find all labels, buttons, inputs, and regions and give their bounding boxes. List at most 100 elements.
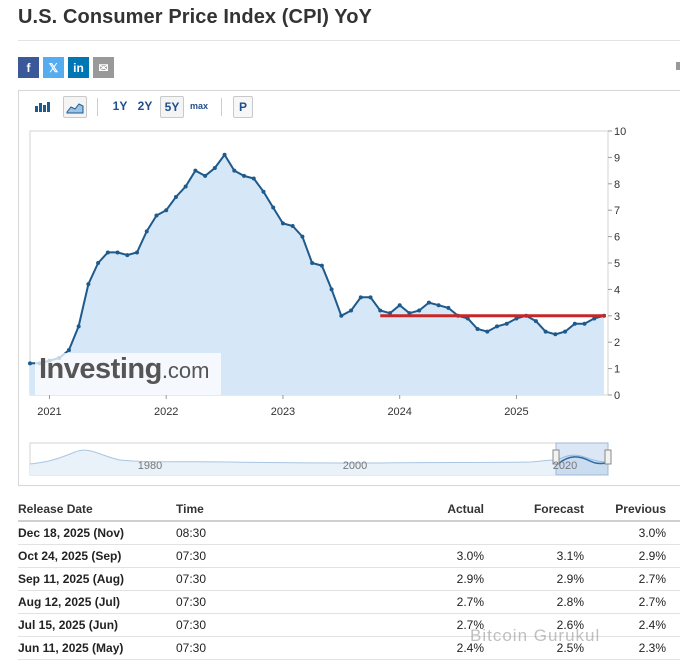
y-tick-label: 3 [614,311,620,323]
range-max-button[interactable]: max [189,101,208,111]
data-point [358,295,363,300]
data-point [28,361,32,366]
y-tick-label: 2 [614,337,620,349]
actual-cell: 2.7% [268,613,488,637]
data-point [543,329,548,334]
forecast-cell: 2.8% [488,590,588,614]
time-cell: 07:30 [176,567,268,591]
col-previous[interactable]: Previous [588,498,680,522]
time-cell: 07:30 [176,636,268,660]
data-point [212,165,217,170]
y-tick-label: 7 [614,205,620,217]
table-row[interactable]: Jun 11, 2025 (May) 07:30 2.4% 2.5% 2.3% [18,636,680,660]
forecast-cell: 3.1% [488,544,588,568]
actual-cell: 2.4% [268,636,488,660]
data-point [553,332,558,337]
previous-cell: 2.3% [588,636,680,660]
actual-cell [268,521,488,545]
col-actual[interactable]: Actual [268,498,488,522]
data-point [504,321,509,326]
data-point [582,321,587,326]
data-point [514,316,519,321]
previous-cell: 2.7% [588,567,680,591]
p-button[interactable]: P [233,96,253,118]
col-time[interactable]: Time [176,498,268,522]
table-header-row: Release Date Time Actual Forecast Previo… [18,498,680,522]
y-tick-label: 9 [614,152,620,164]
previous-cell: 2.7% [588,590,680,614]
actual-cell: 3.0% [268,544,488,568]
y-tick-label: 4 [614,284,620,296]
previous-cell: 2.4% [588,613,680,637]
x-tick-label: 2024 [387,406,411,418]
y-tick-label: 10 [614,126,626,138]
data-point [485,329,490,334]
data-point [368,295,373,300]
navigator-label: 2020 [553,460,577,472]
col-forecast[interactable]: Forecast [488,498,588,522]
navigator-label: 1980 [138,460,162,472]
data-point [203,173,208,178]
release-date-cell: Oct 24, 2025 (Sep) [18,544,176,568]
data-point [261,189,266,194]
forecast-cell: 2.6% [488,613,588,637]
area-chart-icon[interactable] [63,96,87,118]
forecast-cell: 2.5% [488,636,588,660]
chart-container [18,90,680,486]
time-cell: 08:30 [176,521,268,545]
time-cell: 07:30 [176,590,268,614]
area-fill [30,154,604,395]
x-tick-label: 2023 [271,406,295,418]
data-point [76,324,81,329]
data-point [319,263,324,268]
forecast-cell: 2.9% [488,567,588,591]
cpi-chart: 0 1 2 3 4 5 6 7 8 9 10 2021 2022 2023 2024 2025 1980 2000… [28,126,626,476]
release-date-cell: Aug 12, 2025 (Jul) [18,590,176,614]
data-point [339,313,344,318]
table-row[interactable]: Dec 18, 2025 (Nov) 08:30 3.0% [18,521,680,545]
range-2y-button[interactable]: 2Y [137,99,153,113]
data-point [183,184,188,189]
release-date-cell: Sep 11, 2025 (Aug) [18,567,176,591]
data-point [592,316,597,321]
col-release-date[interactable]: Release Date [18,498,176,522]
email-icon[interactable]: ✉ [93,57,114,78]
range-5y-button[interactable]: 5Y [160,96,184,118]
x-tick-label: 2022 [154,406,178,418]
data-point [378,308,383,313]
release-date-cell: Dec 18, 2025 (Nov) [18,521,176,545]
release-date-cell: Jun 11, 2025 (May) [18,636,176,660]
table-row[interactable]: Aug 12, 2025 (Jul) 07:30 2.7% 2.8% 2.7% [18,590,680,614]
actual-cell: 2.9% [268,567,488,591]
bar-chart-icon[interactable] [32,96,54,116]
previous-cell: 2.9% [588,544,680,568]
navigator-handle [604,449,612,465]
data-point [232,168,237,173]
navigator-selected-line [557,456,608,465]
data-point [397,303,402,308]
investing-logo: Investing .com [35,353,221,395]
linkedin-icon[interactable]: in [68,57,89,78]
data-point [154,213,159,218]
data-point [446,305,451,310]
table-row[interactable]: Sep 11, 2025 (Aug) 07:30 2.9% 2.9% 2.7% [18,567,680,591]
data-point [173,195,178,199]
table-row[interactable]: Jul 15, 2025 (Jun) 07:30 2.7% 2.6% 2.4% [18,613,680,637]
twitter-icon[interactable]: 𝕏 [43,57,64,78]
x-tick-label: 2025 [504,406,528,418]
title-divider [18,40,680,41]
range-1y-button[interactable]: 1Y [112,99,128,113]
release-table: Release Date Time Actual Forecast Previo… [18,498,680,660]
data-point [105,250,110,255]
time-cell: 07:30 [176,613,268,637]
facebook-icon[interactable]: f [18,57,39,78]
table-row[interactable]: Oct 24, 2025 (Sep) 07:30 3.0% 3.1% 2.9% [18,544,680,568]
navigator-label: 2000 [343,460,367,472]
data-point [387,311,392,316]
time-cell: 07:30 [176,544,268,568]
data-point [144,229,149,234]
page-title: U.S. Consumer Price Index (CPI) YoY [18,6,372,28]
data-point [417,308,422,313]
data-point [280,221,285,226]
release-date-cell: Jul 15, 2025 (Jun) [18,613,176,637]
